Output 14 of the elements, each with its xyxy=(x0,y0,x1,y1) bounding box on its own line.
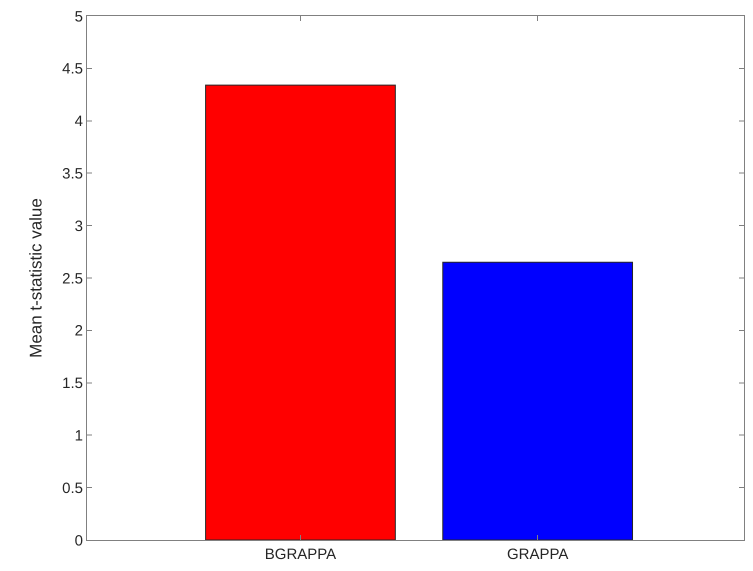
y-tick-label: 5 xyxy=(74,8,83,26)
y-tick-label: 1 xyxy=(74,427,83,444)
x-tick-label: BGRAPPA xyxy=(264,546,336,563)
y-tick-label: 4.5 xyxy=(62,60,83,78)
y-tick-label: 4 xyxy=(74,113,83,130)
x-tick-label: GRAPPA xyxy=(506,546,568,563)
y-tick-label: 0.5 xyxy=(62,480,83,497)
y-tick-label: 2.5 xyxy=(62,270,83,288)
y-axis-title: Mean t-statistic value xyxy=(26,198,46,358)
y-tick-label: 2 xyxy=(74,322,83,340)
y-tick-label: 3.5 xyxy=(62,165,83,182)
y-tick-label: 1.5 xyxy=(62,375,83,392)
y-tick-label: 0 xyxy=(74,532,83,550)
y-tick-label: 3 xyxy=(74,218,83,235)
